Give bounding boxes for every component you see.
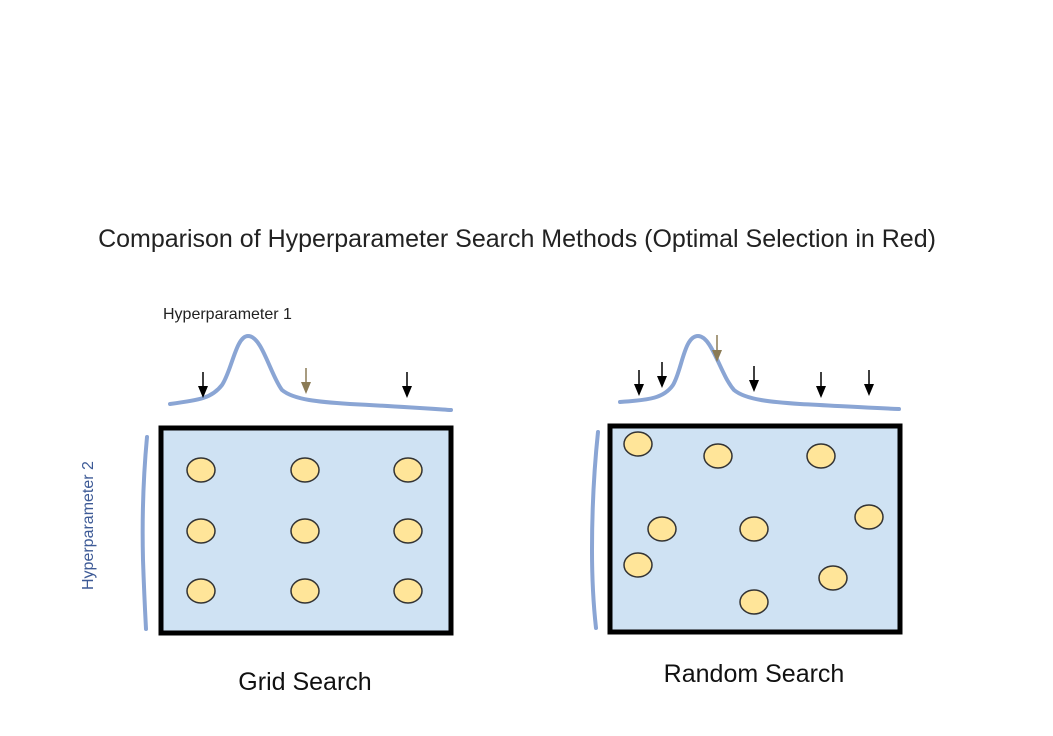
random-point xyxy=(739,516,769,542)
random-arrow xyxy=(749,366,759,392)
random-point xyxy=(854,504,884,530)
random-point xyxy=(647,516,677,542)
grid-point xyxy=(393,518,423,544)
random-arrow xyxy=(816,372,826,398)
random-search-panel: Random Search xyxy=(589,333,903,688)
grid-search-panel: Hyperparameter 1 Hyperparameter 2 xyxy=(80,306,454,696)
random-distribution-curve xyxy=(618,333,901,411)
grid-search-label: Grid Search xyxy=(238,668,371,696)
random-point xyxy=(818,565,848,591)
grid-arrow-optimal xyxy=(301,368,311,394)
grid-point xyxy=(393,457,423,483)
grid-point xyxy=(186,518,216,544)
grid-point xyxy=(290,457,320,483)
grid-point xyxy=(186,457,216,483)
grid-point xyxy=(393,578,423,604)
random-point xyxy=(623,552,653,578)
random-arrow-optimal xyxy=(712,335,722,362)
random-arrow xyxy=(864,370,874,396)
random-point xyxy=(739,589,769,615)
grid-arrow-1 xyxy=(198,372,208,398)
grid-point xyxy=(186,578,216,604)
grid-vertical-distribution-curve xyxy=(140,435,149,631)
grid-point xyxy=(290,578,320,604)
random-point xyxy=(623,431,653,457)
random-point xyxy=(703,443,733,469)
random-point xyxy=(806,443,836,469)
random-search-label: Random Search xyxy=(664,660,845,688)
hyperparameter-2-label: Hyperparameter 2 xyxy=(80,461,97,590)
hyperparameter-1-label: Hyperparameter 1 xyxy=(163,306,292,323)
random-arrow xyxy=(657,362,667,388)
random-vertical-distribution-curve xyxy=(589,430,600,630)
diagram-title: Comparison of Hyperparameter Search Meth… xyxy=(98,225,936,253)
random-arrow xyxy=(634,370,644,396)
grid-arrow-3 xyxy=(402,372,412,398)
random-sample-points xyxy=(623,431,884,615)
grid-distribution-curve xyxy=(168,333,453,412)
random-sample-arrows xyxy=(634,335,874,398)
grid-point xyxy=(290,518,320,544)
grid-sample-arrows xyxy=(198,368,412,398)
grid-sample-points xyxy=(186,457,423,604)
